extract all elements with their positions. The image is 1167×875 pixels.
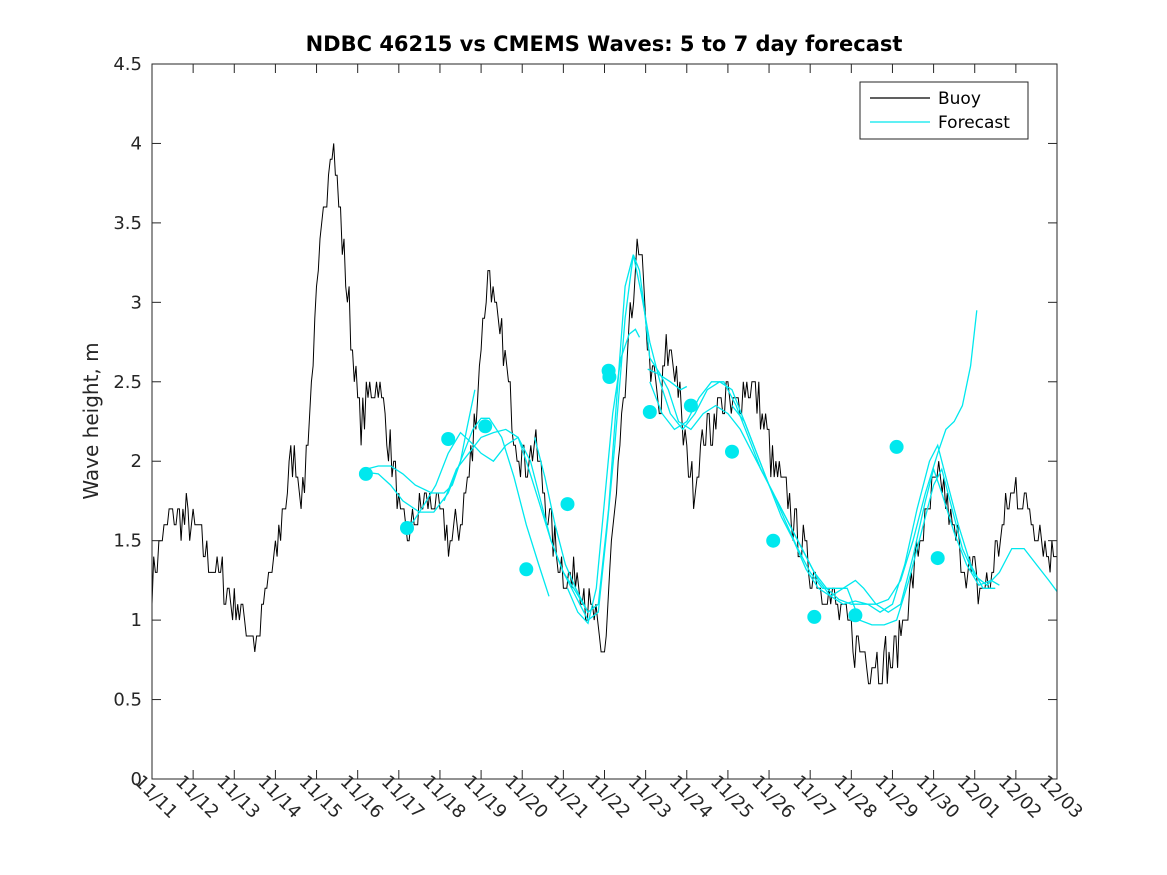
y-tick-label: 4.5 xyxy=(113,54,142,75)
y-tick-label: 2 xyxy=(131,451,142,472)
buoy-series-line xyxy=(152,143,1057,685)
forecast-marker-9 xyxy=(642,405,657,419)
chart-title: NDBC 46215 vs CMEMS Waves: 5 to 7 day fo… xyxy=(306,32,903,56)
y-tick-label: 0.5 xyxy=(113,690,142,711)
forecast-series-line-2 xyxy=(365,417,550,597)
series-layer xyxy=(152,143,1057,685)
y-axis-label: Wave height, m xyxy=(79,342,103,499)
forecast-marker-10 xyxy=(683,398,698,413)
forecast-series-line-9 xyxy=(731,405,1000,613)
y-tick-label: 0 xyxy=(131,769,142,790)
forecast-marker-13 xyxy=(807,609,822,624)
forecast-marker-15 xyxy=(889,439,904,454)
forecast-marker-3 xyxy=(441,432,456,446)
forecast-marker-2 xyxy=(400,521,414,535)
forecast-series-line-7 xyxy=(647,368,688,391)
forecast-series-line-6 xyxy=(566,328,641,625)
y-tick-label: 1.5 xyxy=(113,531,142,552)
legend-label-buoy: Buoy xyxy=(938,89,981,109)
legend-box xyxy=(859,81,1029,140)
y-tick-label: 2.5 xyxy=(113,372,142,393)
forecast-marker-14 xyxy=(848,608,863,623)
forecast-marker-8 xyxy=(602,370,617,384)
y-tick-label: 3.5 xyxy=(113,213,142,234)
forecast-marker-4 xyxy=(478,419,493,434)
legend-label-forecast: Forecast xyxy=(938,113,1010,133)
y-tick-label: 4 xyxy=(131,133,142,154)
y-tick-label: 3 xyxy=(131,292,142,313)
forecast-marker-5 xyxy=(519,562,534,577)
forecast-marker-11 xyxy=(725,444,739,459)
legend: Buoy Forecast xyxy=(859,81,1029,140)
forecast-marker-12 xyxy=(766,533,781,548)
y-tick-label: 1 xyxy=(131,610,142,631)
forecast-marker-6 xyxy=(560,497,575,512)
forecast-marker-16 xyxy=(930,551,945,566)
forecast-marker-1 xyxy=(358,466,373,481)
